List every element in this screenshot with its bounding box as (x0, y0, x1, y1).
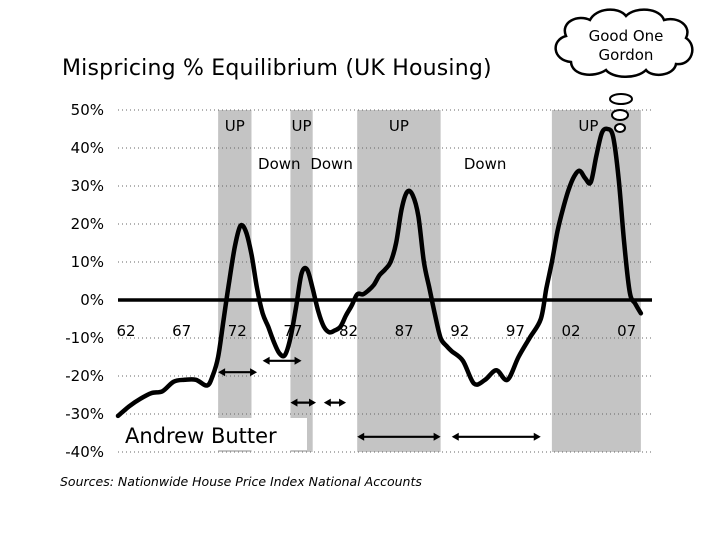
grid-lines (118, 109, 652, 453)
down-label: Down (464, 155, 507, 173)
thought-bubble-line-1: Good One (589, 27, 664, 45)
thought-bubble-cloud (554, 8, 694, 78)
thought-bubble-dot-1 (609, 93, 633, 105)
y-tick-label: 10% (71, 253, 104, 271)
up-label: UP (578, 117, 598, 135)
arrow-head-right (294, 356, 302, 365)
arrow-head-right (339, 398, 347, 407)
arrow-head-left (451, 432, 459, 441)
author-box-bg (121, 418, 307, 450)
up-label: UP (292, 117, 312, 135)
up-label: UP (389, 117, 409, 135)
thought-bubble-dot-2 (611, 109, 629, 121)
x-tick-label: 72 (228, 322, 247, 340)
x-tick-label: 07 (617, 322, 636, 340)
up-label: UP (225, 117, 245, 135)
x-tick-label: 97 (506, 322, 525, 340)
y-tick-label: 30% (71, 177, 104, 195)
y-tick-label: 40% (71, 139, 104, 157)
author-box: Andrew Butter (121, 418, 307, 450)
x-axis-ticks: 62 67 72 77 82 87 92 97 02 07 (116, 322, 636, 340)
mispricing-line (115, 126, 644, 419)
arrow-head-left (323, 398, 331, 407)
y-tick-label: -40% (65, 443, 104, 461)
y-tick-label: 0% (80, 291, 104, 309)
thought-bubble: Good One Gordon (554, 8, 694, 133)
thought-bubble-line-2: Gordon (599, 46, 654, 64)
x-tick-label: 82 (339, 322, 358, 340)
arrow-head-right (250, 368, 258, 377)
y-tick-label: 50% (71, 101, 104, 119)
y-axis-ticks: 50% 40% 30% 20% 10% 0% -10% -20% -30% -40% (65, 101, 104, 461)
down-label: Down (258, 155, 301, 173)
arrow-head-left (290, 398, 298, 407)
x-tick-label: 92 (450, 322, 469, 340)
source-note: Sources: Nationwide House Price Index Na… (60, 474, 422, 489)
y-tick-label: -20% (65, 367, 104, 385)
arrow-head-left (262, 356, 270, 365)
arrow-head-left (357, 432, 365, 441)
x-tick-label: 02 (561, 322, 580, 340)
down-label: Down (310, 155, 353, 173)
x-tick-label: 87 (395, 322, 414, 340)
chart-title: Mispricing % Equilibrium (UK Housing) (62, 56, 492, 81)
arrow-head-right (433, 432, 441, 441)
y-tick-label: -30% (65, 405, 104, 423)
band-labels: UP UP UP UP Down Down Down (225, 117, 599, 173)
y-tick-label: -10% (65, 329, 104, 347)
arrow-head-left (218, 368, 226, 377)
arrow-head-right (533, 432, 541, 441)
author-label: Andrew Butter (125, 424, 277, 448)
arrow-head-right (309, 398, 317, 407)
x-tick-label: 67 (172, 322, 191, 340)
x-tick-label: 62 (116, 322, 135, 340)
thought-bubble-dot-3 (614, 123, 626, 133)
up-band-1 (218, 110, 252, 452)
y-tick-label: 20% (71, 215, 104, 233)
period-arrows (218, 356, 541, 441)
